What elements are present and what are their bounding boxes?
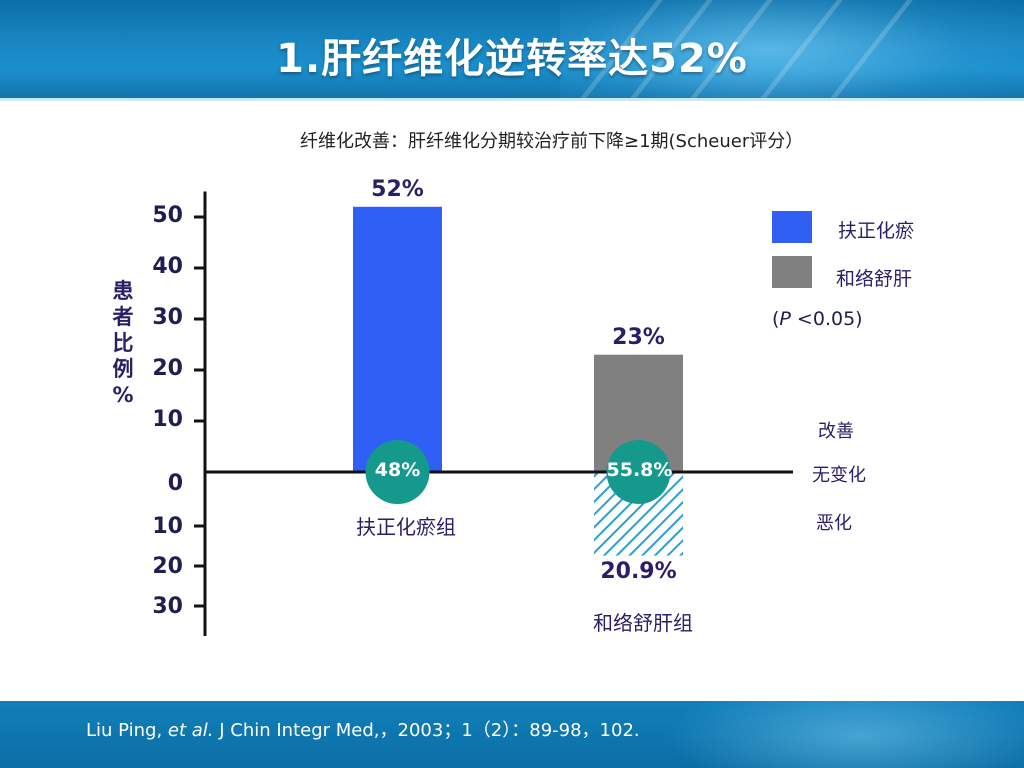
legend-swatch-fuzheng (772, 211, 812, 243)
side-label-improve: 改善 (818, 421, 854, 442)
y-tick-label: 20 (152, 356, 183, 381)
citation-etal: et al. (167, 720, 214, 741)
y-axis-label-char: 比 (112, 331, 134, 355)
unchanged-badge-fuzheng: 48% (374, 459, 421, 481)
y-tick-label: 30 (152, 594, 183, 619)
y-tick-label: 20 (152, 554, 183, 579)
side-label-worsen: 恶化 (816, 513, 852, 534)
banner-glow (560, 0, 1024, 98)
y-axis-label-char: % (112, 383, 134, 407)
bar-worsen-label-heluo: 20.9% (600, 558, 677, 584)
legend-label-heluo: 和络舒肝 (836, 268, 913, 290)
y-tick-label: 10 (152, 407, 183, 432)
chart-subtitle: 纤维化改善：肝纤维化分期较治疗前下降≥1期(Scheuer评分） (300, 131, 804, 152)
banner-underline (0, 98, 1024, 101)
citation-text: Liu Ping, et al. J Chin Integr Med,，2003… (86, 716, 640, 742)
note-rest: <0.05) (790, 308, 863, 330)
chart-marks (194, 191, 793, 636)
title-banner (0, 0, 1024, 98)
y-tick-label: 40 (152, 254, 183, 279)
footer-bar (0, 701, 1024, 768)
note-p: P (779, 308, 791, 330)
unchanged-circle-0 (365, 440, 430, 504)
category-label-fuzheng: 扶正化瘀组 (356, 515, 456, 539)
legend-swatch-heluo (772, 256, 812, 288)
y-axis-label-char: 者 (112, 305, 134, 329)
y-tick-label-zero: 0 (167, 471, 183, 496)
unchanged-badge-heluo: 55.8% (606, 459, 673, 481)
y-tick-label: 10 (152, 514, 183, 539)
y-axis-label-char: 患 (112, 279, 134, 303)
y-tick-label: 30 (152, 305, 183, 330)
citation-rest: J Chin Integr Med,，2003；1（2）：89-98，102. (213, 720, 640, 741)
note-prefix: ( (772, 308, 780, 330)
y-axis-label-char: 例 (112, 357, 134, 381)
significance-note: (P <0.05) (772, 308, 863, 330)
bar-value-label-fuzheng: 52% (371, 176, 424, 202)
y-tick-label: 50 (152, 203, 183, 228)
category-label-heluo: 和络舒肝组 (593, 611, 693, 635)
legend-label-fuzheng: 扶正化瘀 (838, 220, 915, 242)
side-label-unchanged: 无变化 (812, 465, 866, 486)
page-title: 1.肝纤维化逆转率达52% (276, 36, 748, 82)
unchanged-circle-1 (606, 440, 671, 504)
bar-value-label-heluo: 23% (612, 324, 665, 350)
y-axis-label: 患者比例% (110, 278, 136, 408)
citation-authors: Liu Ping, (86, 720, 168, 741)
footer-glow (650, 701, 1024, 768)
bar-improve-0 (353, 206, 442, 473)
